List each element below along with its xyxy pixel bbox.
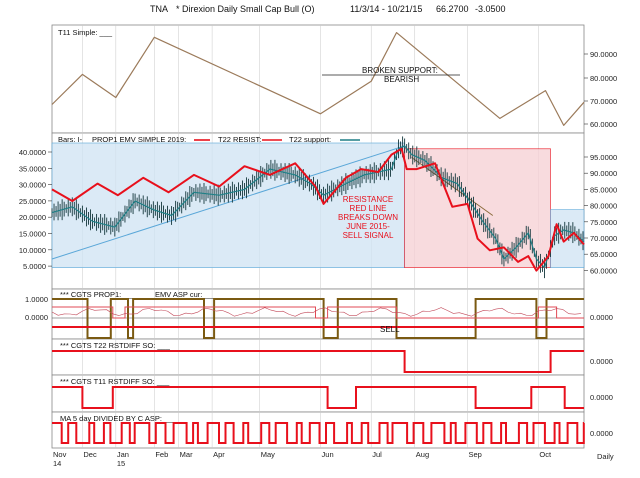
panel-t11step-frame (51, 374, 585, 413)
price-series-layer (51, 136, 585, 279)
t22-step (52, 350, 584, 373)
t11-tick-70: 70.0000 (590, 97, 617, 106)
t11-line (51, 31, 585, 127)
month-label-sep: Sep (468, 450, 481, 459)
price-title-bars: Bars: I- (58, 135, 83, 144)
header-change: -3.0500 (475, 4, 506, 14)
t11-series-layer (51, 31, 585, 127)
prop1-tick-0: 0.0000 (25, 313, 48, 322)
header-last: 66.2700 (436, 4, 469, 14)
price-right-tick: 85.0000 (590, 185, 617, 194)
t11-tick-80: 80.0000 (590, 74, 617, 83)
price-left-tick: 15.0000 (19, 230, 46, 239)
chart-header: TNA * Direxion Daily Small Cap Bull (O) … (150, 4, 506, 14)
month-label-oct: Oct (539, 450, 552, 459)
price-panel-title: Bars: I- PROP1 EMV SIMPLE 2019: T22 RESI… (58, 135, 360, 144)
t11step-title: *** CGTS T11 RSTDIFF SO: ___ (60, 377, 170, 386)
ma5-series-layer (52, 422, 585, 444)
month-label-apr: Apr (213, 450, 225, 459)
x-axis-frequency: Daily (597, 452, 614, 461)
month-label-feb: Feb (155, 450, 168, 459)
header-name: * Direxion Daily Small Cap Bull (O) (176, 4, 315, 14)
annotation-line-4: JUNE 2015- (346, 222, 390, 231)
annotation-line-5: SELL SIGNAL (343, 231, 394, 240)
t22-right-tick: 0.0000 (590, 357, 613, 366)
month-label-may: May (261, 450, 275, 459)
month-label-jan: Jan (117, 450, 129, 459)
price-right-ticks: 95.0000 90.0000 85.0000 80.0000 75.0000 70.00… (584, 153, 617, 275)
price-left-tick: 10.0000 (19, 246, 46, 255)
price-left-tick: 5.0000 (23, 262, 46, 271)
x-axis: Nov Dec Jan Feb Mar Apr May Jun Jul Aug Sep Oct 14 15 (53, 450, 552, 468)
price-right-tick: 75.0000 (590, 218, 617, 227)
month-label-mar: Mar (180, 450, 193, 459)
price-left-tick: 40.0000 (19, 148, 46, 157)
month-label-jun: Jun (322, 450, 334, 459)
month-label-jul: Jul (372, 450, 382, 459)
prop1-olive-step (52, 298, 584, 339)
price-right-tick: 95.0000 (590, 153, 617, 162)
header-date-range: 11/3/14 - 10/21/15 (350, 4, 422, 14)
year-label-14: 14 (53, 459, 61, 468)
panel-t11-frame (51, 24, 585, 134)
price-title-support: T22 support: (289, 135, 331, 144)
price-right-tick: 90.0000 (590, 169, 617, 178)
price-right-tick: 65.0000 (590, 250, 617, 259)
prop1-oscillator (51, 307, 582, 317)
price-left-ticks: 40.0000 35.0000 30.0000 25.0000 20.0000 15.00… (19, 148, 52, 271)
prop1-title-b: EMV ASP cur: ___ (155, 290, 218, 299)
resistance-annotation: RESISTANCE RED LINE BREAKS DOWN JUNE 201… (338, 195, 398, 240)
panel-prop1-frame (51, 288, 585, 340)
price-left-tick: 30.0000 (19, 181, 46, 190)
t22-title: *** CGTS T22 RSTDIFF SO: ___ (60, 341, 171, 350)
prop1-series-layer (51, 298, 584, 339)
sell-label: SELL (380, 325, 400, 334)
blue-zone-1 (51, 142, 405, 268)
price-left-tick: 35.0000 (19, 164, 46, 173)
t11step-series-layer (52, 386, 584, 409)
annotation-line-1: RESISTANCE (343, 195, 394, 204)
t11step-right-tick: 0.0000 (590, 393, 613, 402)
month-label-aug: Aug (416, 450, 429, 459)
t11-y-ticks: 90.0000 80.0000 70.0000 60.0000 (584, 50, 617, 129)
bearish-label: BEARISH (384, 75, 419, 84)
price-right-tick: 70.0000 (590, 234, 617, 243)
broken-support-label: BROKEN SUPPORT: (362, 66, 438, 75)
price-title-resist: T22 RESIST: (218, 135, 261, 144)
t11-panel-title: T11 Simple: ___ (58, 28, 113, 37)
ma5-step (52, 422, 585, 444)
month-label-nov: Nov (53, 450, 67, 459)
price-left-tick: 20.0000 (19, 213, 46, 222)
t11-tick-90: 90.0000 (590, 50, 617, 59)
prop1-red-step (52, 306, 584, 319)
annotation-line-2: RED LINE (350, 204, 387, 213)
prop1-tick-1: 1.0000 (25, 295, 48, 304)
month-label-dec: Dec (83, 450, 97, 459)
prop1-right-tick: 0.0000 (590, 313, 613, 322)
price-left-tick: 25.0000 (19, 197, 46, 206)
t11-step (52, 386, 584, 409)
t11-tick-60: 60.0000 (590, 120, 617, 129)
price-close-line (51, 145, 585, 269)
prop1-title-a: *** CGTS PROP1: ___ (60, 290, 137, 299)
annotation-line-3: BREAKS DOWN (338, 213, 398, 222)
year-label-15: 15 (117, 459, 125, 468)
t22-series-layer (52, 350, 584, 373)
price-title-emv: PROP1 EMV SIMPLE 2019: (92, 135, 186, 144)
emv-red-line (51, 147, 585, 272)
ma5-right-tick: 0.0000 (590, 429, 613, 438)
ma5-title: MA 5 day DIVIDED BY C ASP: ___ (60, 414, 177, 423)
price-right-tick: 80.0000 (590, 202, 617, 211)
price-right-tick: 60.0000 (590, 266, 617, 275)
panel-t22-frame (51, 338, 585, 376)
header-symbol: TNA (150, 4, 168, 14)
price-zones-layer (51, 142, 585, 269)
